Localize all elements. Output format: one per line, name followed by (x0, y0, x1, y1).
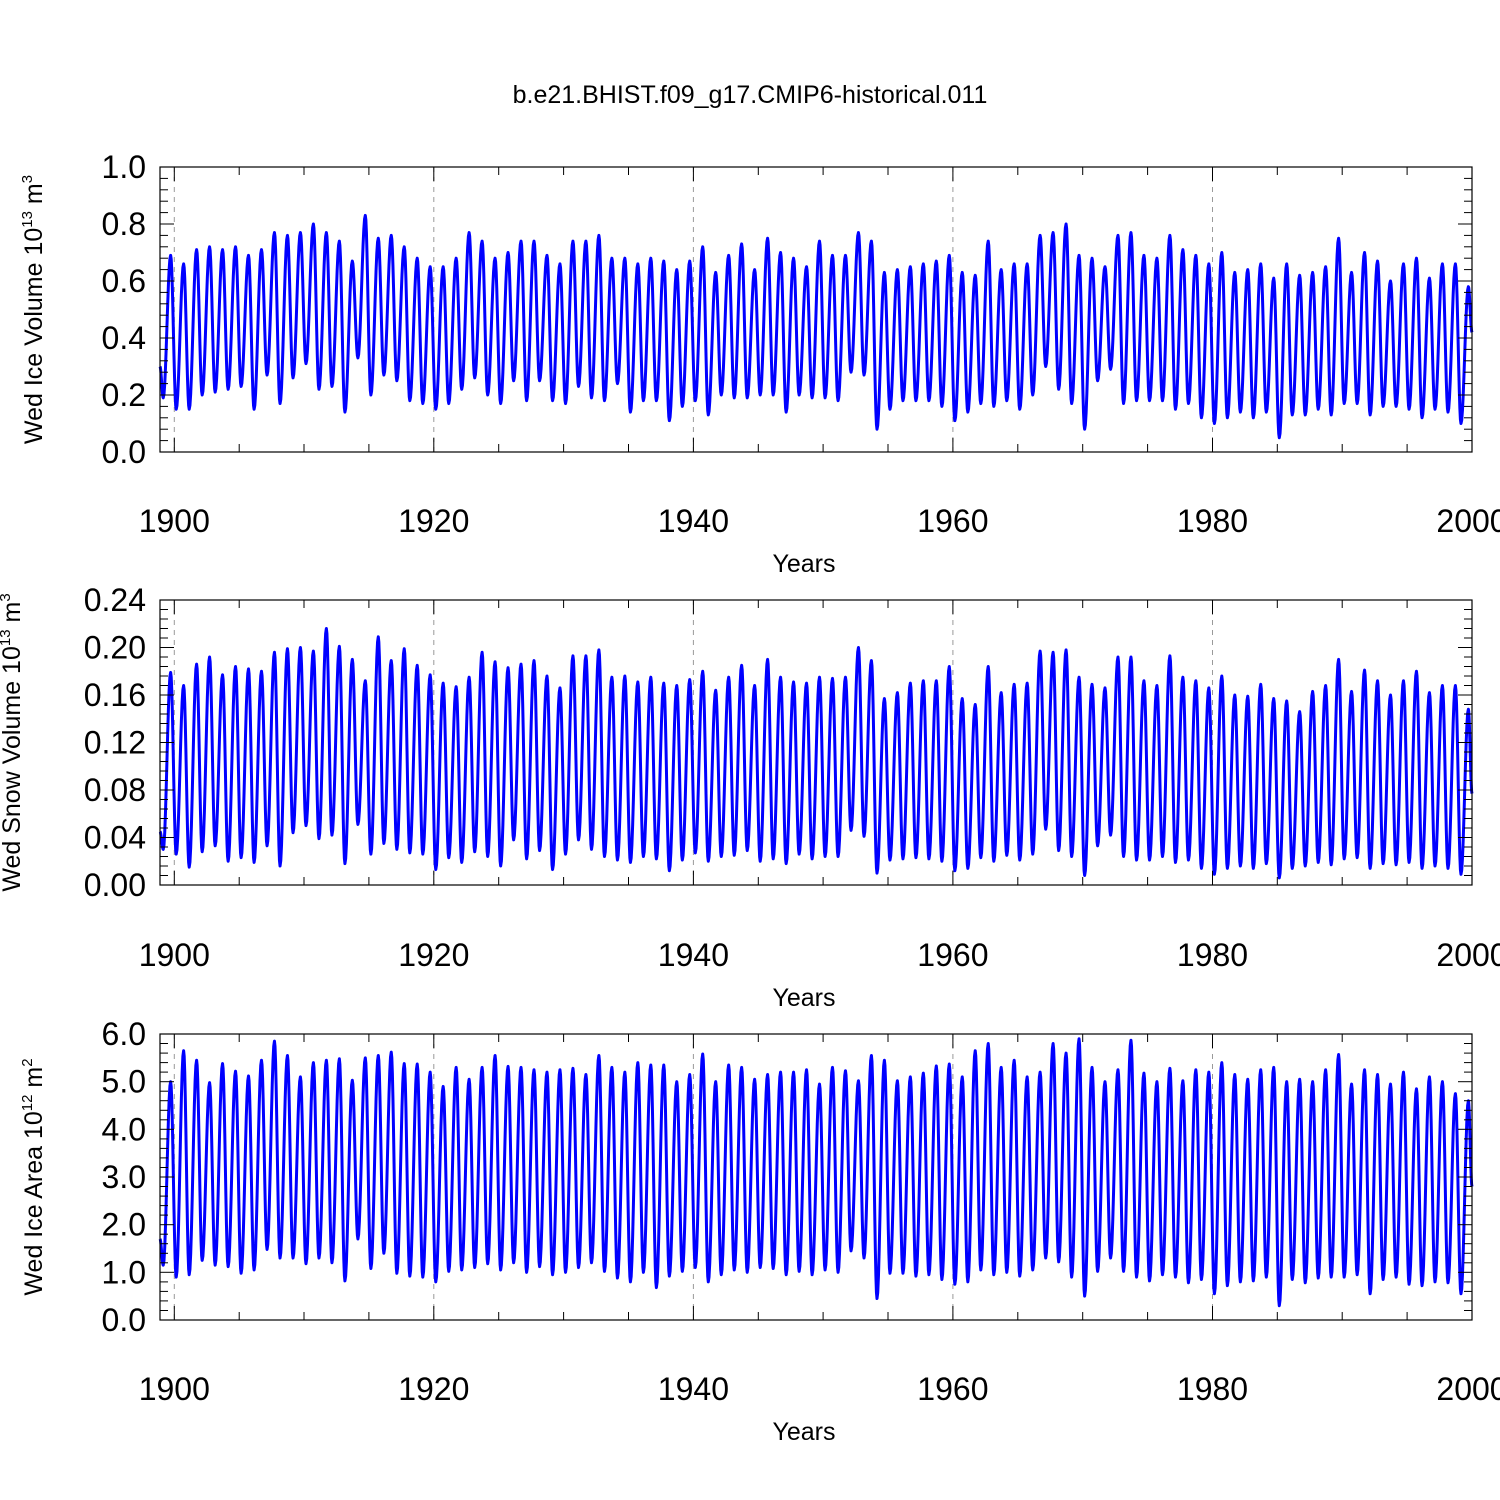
y-tick-label: 0.08 (84, 772, 146, 808)
y-tick-label: 4.0 (102, 1111, 146, 1147)
x-tick-label: 1920 (398, 937, 469, 973)
x-tick-label: 2000 (1436, 937, 1500, 973)
y-tick-label: 0.24 (84, 582, 146, 618)
ylabel-snow-volume: Wed Snow Volume 1013 m3 (0, 593, 26, 891)
plot-frame (159, 166, 1473, 453)
series-line (158, 1037, 1474, 1308)
y-tick-label: 2.0 (102, 1207, 146, 1243)
y-tick-label: 0.0 (102, 434, 146, 470)
x-tick-label: 1960 (917, 503, 988, 539)
y-tick-label: 0.00 (84, 867, 146, 903)
series-line (158, 213, 1474, 440)
y-tick-label: 0.0 (102, 1302, 146, 1338)
x-tick-label: 1960 (917, 1371, 988, 1407)
x-tick-label: 1980 (1177, 503, 1248, 539)
x-tick-label: 1940 (658, 503, 729, 539)
panel-ice-area: 0.0 1.0 2.0 3.0 4.0 5.0 6.0 1900 1920 1940 1960 198… (19, 1016, 1500, 1446)
y-tick-label: 0.4 (102, 320, 146, 356)
x-tick-label: 1940 (658, 1371, 729, 1407)
x-tick-label: 1900 (139, 937, 210, 973)
x-tick-label: 1920 (398, 503, 469, 539)
y-tick-label: 0.20 (84, 630, 146, 666)
series-line (158, 627, 1474, 880)
x-tick-label: 2000 (1436, 1371, 1500, 1407)
figure-title: b.e21.BHIST.f09_g17.CMIP6-historical.011 (513, 81, 988, 109)
y-tick-label: 0.8 (102, 206, 146, 242)
xlabel-ice-area: Years (772, 1418, 835, 1446)
x-tick-label: 1900 (139, 503, 210, 539)
ylabel-ice-area: Wed Ice Area 1012 m2 (19, 1058, 48, 1295)
y-tick-label: 0.2 (102, 377, 146, 413)
xlabel-snow-volume: Years (772, 984, 835, 1012)
y-tick-label: 0.04 (84, 820, 146, 856)
y-tick-label: 3.0 (102, 1159, 146, 1195)
y-tick-label: 1.0 (102, 149, 146, 185)
x-tick-label: 1960 (917, 937, 988, 973)
x-tick-label: 1940 (658, 937, 729, 973)
y-tick-label: 0.12 (84, 725, 146, 761)
ylabel-ice-volume: Wed Ice Volume 1013 m3 (19, 175, 48, 444)
xlabel-ice-volume: Years (772, 550, 835, 578)
y-tick-label: 1.0 (102, 1254, 146, 1290)
y-tick-label: 6.0 (102, 1016, 146, 1052)
x-tick-label: 2000 (1436, 503, 1500, 539)
x-tick-label: 1920 (398, 1371, 469, 1407)
x-tick-label: 1980 (1177, 1371, 1248, 1407)
y-tick-label: 0.16 (84, 677, 146, 713)
y-tick-label: 0.6 (102, 263, 146, 299)
x-tick-label: 1900 (139, 1371, 210, 1407)
y-tick-label: 5.0 (102, 1064, 146, 1100)
panel-ice-volume: 0.0 0.2 0.4 0.6 0.8 1.0 1900 1920 1940 1960 1980 20… (19, 149, 1500, 578)
panel-snow-volume: 0.00 0.04 0.08 0.12 0.16 0.20 0.24 1900 1920 1940… (0, 582, 1500, 1012)
x-tick-label: 1980 (1177, 937, 1248, 973)
